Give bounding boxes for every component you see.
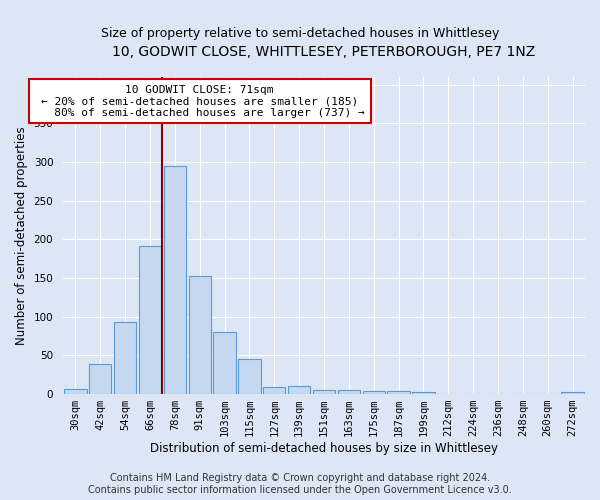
Text: Contains HM Land Registry data © Crown copyright and database right 2024.
Contai: Contains HM Land Registry data © Crown c… bbox=[88, 474, 512, 495]
Bar bbox=[139, 246, 161, 394]
Bar bbox=[338, 390, 360, 394]
Bar bbox=[238, 360, 260, 394]
Bar bbox=[214, 332, 236, 394]
Bar bbox=[562, 392, 584, 394]
Bar bbox=[114, 322, 136, 394]
Bar bbox=[263, 387, 286, 394]
Bar bbox=[288, 386, 310, 394]
Bar bbox=[412, 392, 434, 394]
X-axis label: Distribution of semi-detached houses by size in Whittlesey: Distribution of semi-detached houses by … bbox=[150, 442, 498, 455]
Bar bbox=[89, 364, 112, 394]
Bar bbox=[313, 390, 335, 394]
Text: Size of property relative to semi-detached houses in Whittlesey: Size of property relative to semi-detach… bbox=[101, 28, 499, 40]
Bar bbox=[188, 276, 211, 394]
Bar bbox=[164, 166, 186, 394]
Title: 10, GODWIT CLOSE, WHITTLESEY, PETERBOROUGH, PE7 1NZ: 10, GODWIT CLOSE, WHITTLESEY, PETERBOROU… bbox=[112, 45, 536, 59]
Bar bbox=[388, 391, 410, 394]
Bar bbox=[362, 391, 385, 394]
Y-axis label: Number of semi-detached properties: Number of semi-detached properties bbox=[15, 126, 28, 345]
Bar bbox=[64, 388, 86, 394]
Text: 10 GODWIT CLOSE: 71sqm
← 20% of semi-detached houses are smaller (185)
   80% of: 10 GODWIT CLOSE: 71sqm ← 20% of semi-det… bbox=[34, 84, 365, 118]
